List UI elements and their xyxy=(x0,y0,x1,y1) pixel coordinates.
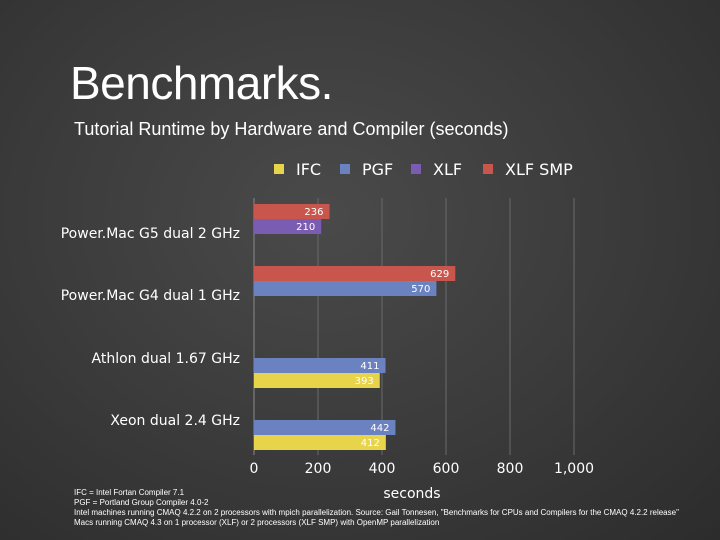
category-label: Xeon dual 2.4 GHz xyxy=(110,413,240,429)
footnote: PGF = Portland Group Compiler 4.0-2 xyxy=(74,498,209,507)
legend-label: XLF SMP xyxy=(505,160,573,179)
x-tick-label: 200 xyxy=(305,461,332,477)
x-tick-label: 0 xyxy=(250,461,259,477)
bar-value-label: 393 xyxy=(355,376,374,387)
legend-label: XLF xyxy=(433,160,462,179)
legend-swatch xyxy=(274,164,284,174)
bar-value-label: 570 xyxy=(411,284,430,295)
slide-subtitle: Tutorial Runtime by Hardware and Compile… xyxy=(74,119,509,139)
bar-xlf xyxy=(254,219,322,234)
bar-pgf xyxy=(254,281,437,296)
bar-value-label: 442 xyxy=(370,423,389,434)
category-label: Power.Mac G4 dual 1 GHz xyxy=(61,288,240,304)
legend-swatch xyxy=(483,164,493,174)
bar-xlf-smp xyxy=(254,204,330,219)
chart-gridlines xyxy=(253,198,575,455)
bar-xlf-smp xyxy=(254,266,456,281)
bar-value-label: 236 xyxy=(304,207,323,218)
x-tick-label: 400 xyxy=(369,461,396,477)
chart-x-ticks: 0 200 400 600 800 1,000 xyxy=(250,461,595,477)
x-tick-label: 800 xyxy=(497,461,524,477)
bar-pgf xyxy=(254,420,396,435)
bar-ifc xyxy=(254,435,386,450)
footnotes: IFC = Intel Fortan Compiler 7.1 PGF = Po… xyxy=(74,488,714,528)
bar-ifc xyxy=(254,373,380,388)
bar-pgf xyxy=(254,358,386,373)
footnote: IFC = Intel Fortan Compiler 7.1 xyxy=(74,488,185,497)
category-label: Power.Mac G5 dual 2 GHz xyxy=(61,226,240,242)
category-label: Athlon dual 1.67 GHz xyxy=(92,351,241,367)
chart-category-labels: Power.Mac G5 dual 2 GHz Power.Mac G4 dual… xyxy=(61,226,240,429)
legend-swatch xyxy=(411,164,421,174)
chart-bars xyxy=(254,204,456,450)
slide-title: Benchmarks. xyxy=(70,57,333,109)
footnote: Macs running CMAQ 4.3 on 1 processor (XL… xyxy=(74,518,440,527)
bar-value-label: 629 xyxy=(430,269,449,280)
bar-value-label: 412 xyxy=(361,438,380,449)
legend-label: IFC xyxy=(296,160,321,179)
chart-x-axis-label: seconds xyxy=(383,486,440,502)
footnote: Intel machines running CMAQ 4.2.2 on 2 p… xyxy=(74,508,679,517)
bar-value-label: 210 xyxy=(296,222,315,233)
legend-label: PGF xyxy=(362,160,393,179)
x-tick-label: 1,000 xyxy=(554,461,594,477)
legend-swatch xyxy=(340,164,350,174)
bar-value-label: 411 xyxy=(360,361,379,372)
x-tick-label: 600 xyxy=(433,461,460,477)
chart-legend: IFC PGF XLF XLF SMP xyxy=(274,160,573,179)
